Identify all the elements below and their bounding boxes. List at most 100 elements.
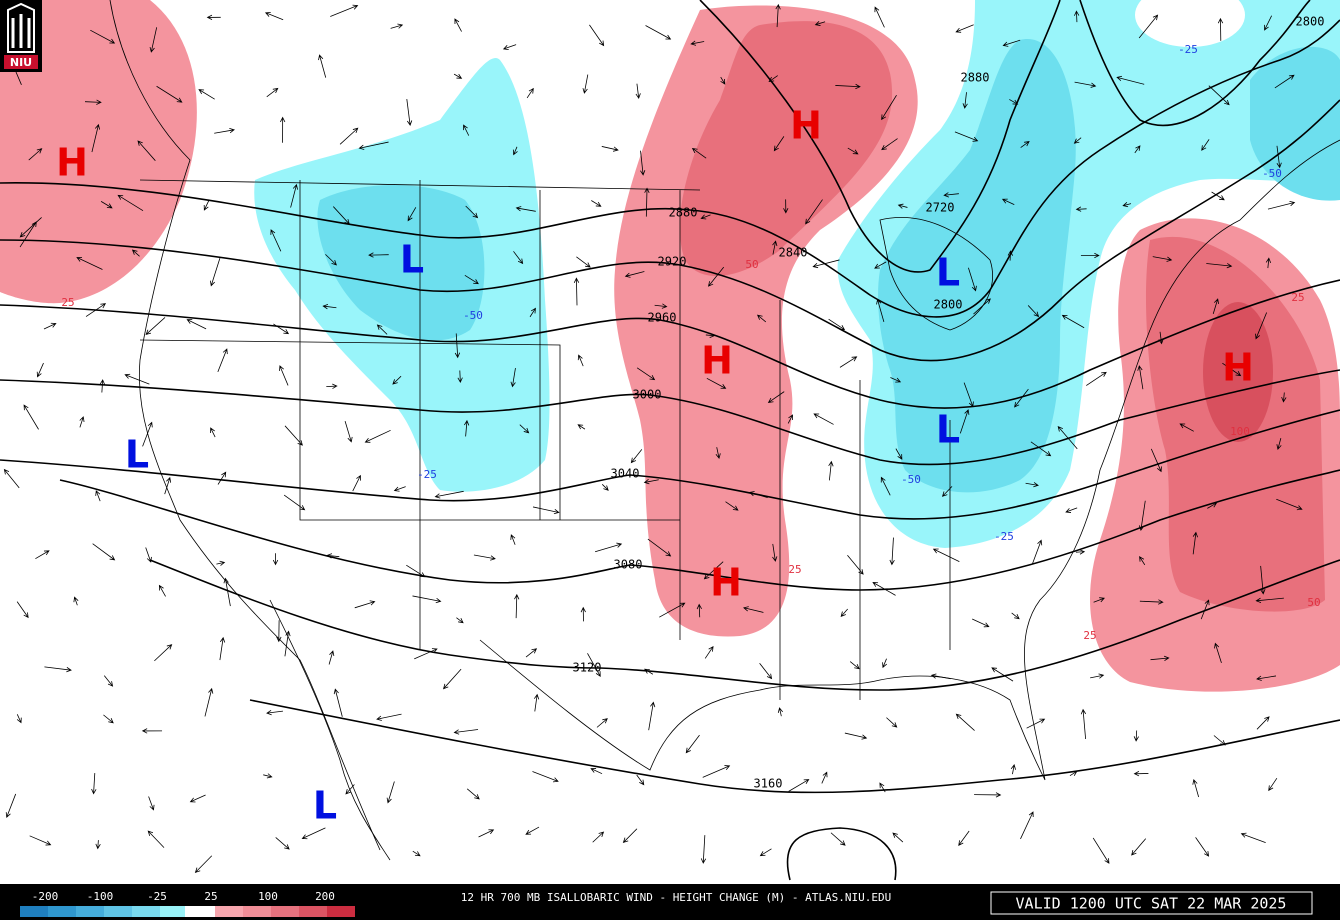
wind-arrow — [955, 713, 975, 731]
wind-arrow — [141, 728, 163, 734]
wind-arrow — [154, 644, 173, 662]
contour-label: 2880 — [669, 206, 698, 220]
wind-arrow — [204, 687, 214, 717]
wind-arrow — [706, 377, 727, 389]
wind-arrow — [147, 830, 165, 848]
wind-arrow — [99, 379, 106, 393]
wind-arrow — [510, 534, 516, 545]
wind-arrow — [95, 840, 101, 850]
wind-arrow — [280, 116, 286, 143]
wind-arrow — [194, 855, 213, 874]
wind-arrow — [1217, 17, 1224, 41]
wind-arrow — [354, 600, 376, 609]
wind-arrow — [412, 595, 442, 604]
wind-arrow — [1152, 256, 1173, 262]
wind-arrow — [103, 675, 114, 687]
wind-arrow — [16, 714, 22, 724]
wind-arrow — [973, 298, 991, 315]
wind-arrow — [828, 460, 834, 481]
wind-arrow — [457, 370, 463, 384]
wind-arrow — [839, 356, 858, 368]
logo: NIU — [0, 0, 42, 72]
change-label: -50 — [463, 309, 483, 322]
wind-arrow — [330, 4, 359, 17]
wind-arrow — [705, 332, 716, 338]
wind-arrow — [36, 362, 44, 378]
wind-arrow — [1122, 202, 1132, 208]
wind-arrow — [100, 201, 113, 209]
wind-arrow — [1195, 837, 1210, 857]
wind-arrow — [273, 323, 290, 335]
wind-arrow — [1150, 655, 1170, 661]
wind-arrow — [640, 150, 646, 176]
change-label: 25 — [1291, 291, 1304, 304]
wind-arrow — [90, 29, 116, 44]
low-center: L — [313, 784, 337, 828]
wind-arrow — [406, 99, 413, 127]
wind-arrow — [1212, 298, 1220, 314]
wind-arrow — [1011, 612, 1020, 620]
wind-arrow — [412, 850, 421, 857]
wind-arrow — [352, 474, 361, 492]
wind-arrow — [963, 382, 974, 408]
wind-arrow — [1150, 448, 1162, 473]
wind-arrow — [704, 645, 714, 659]
wind-arrow — [217, 471, 227, 485]
wind-arrow — [1206, 263, 1233, 269]
wind-arrow — [708, 266, 725, 287]
contour-label: 3080 — [614, 558, 643, 572]
wind-arrow — [1074, 10, 1080, 23]
wind-arrow — [1200, 599, 1210, 620]
wind-arrow — [325, 254, 337, 266]
wind-arrow — [1276, 437, 1282, 450]
wind-arrow — [624, 271, 645, 278]
wind-arrow — [463, 419, 470, 437]
wind-arrow — [759, 662, 773, 680]
wind-arrow — [326, 383, 338, 389]
wind-arrow — [1201, 139, 1210, 151]
wind-arrow — [955, 24, 974, 33]
wind-arrow — [932, 548, 960, 562]
wind-arrow — [514, 593, 520, 619]
wind-arrow — [685, 734, 700, 754]
wind-arrow — [217, 348, 228, 373]
change-label: 50 — [745, 258, 758, 271]
contour-labels: 2880 2800 2720 2880 2840 2920 2960 2800 … — [573, 15, 1325, 791]
wind-arrow — [847, 147, 859, 155]
wind-arrow — [1179, 423, 1194, 432]
wind-arrow — [3, 468, 20, 489]
change-label: -25 — [994, 530, 1014, 543]
wind-arrow — [1255, 597, 1284, 604]
wind-arrow — [787, 414, 793, 424]
wind-arrow — [145, 317, 166, 335]
wind-arrow — [434, 490, 464, 499]
wind-arrow — [748, 491, 768, 498]
change-label: -50 — [1262, 167, 1282, 180]
wind-arrow — [840, 608, 848, 618]
wind-arrow — [284, 425, 303, 446]
contour-label: 2800 — [1296, 15, 1325, 29]
wind-arrow — [589, 24, 605, 47]
contour-label: 2920 — [658, 255, 687, 269]
wind-arrow — [1276, 498, 1303, 511]
wind-arrow — [510, 367, 516, 388]
wind-arrow — [1133, 771, 1149, 777]
wind-arrow — [1213, 735, 1226, 746]
wind-arrow — [1025, 482, 1039, 488]
wind-arrow — [772, 543, 778, 562]
wind-arrow — [326, 553, 340, 559]
wind-arrow — [1208, 85, 1230, 106]
wind-arrow — [223, 577, 231, 607]
wind-arrow — [596, 718, 608, 728]
wind-arrow — [1131, 838, 1147, 856]
legend-label: 100 — [258, 890, 278, 903]
valid-time: VALID 1200 UTC SAT 22 MAR 2025 — [1016, 895, 1287, 913]
wind-arrow — [828, 318, 846, 331]
wind-arrow — [270, 229, 282, 252]
wind-arrow — [743, 606, 764, 613]
wind-arrow — [812, 259, 840, 269]
wind-arrow — [1158, 331, 1164, 345]
wind-arrow — [344, 420, 353, 443]
wind-arrow — [720, 76, 726, 85]
